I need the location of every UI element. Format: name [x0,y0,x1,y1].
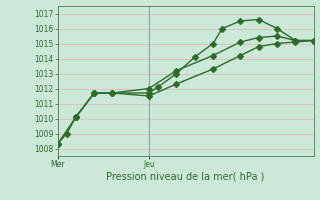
X-axis label: Pression niveau de la mer( hPa ): Pression niveau de la mer( hPa ) [107,172,265,182]
